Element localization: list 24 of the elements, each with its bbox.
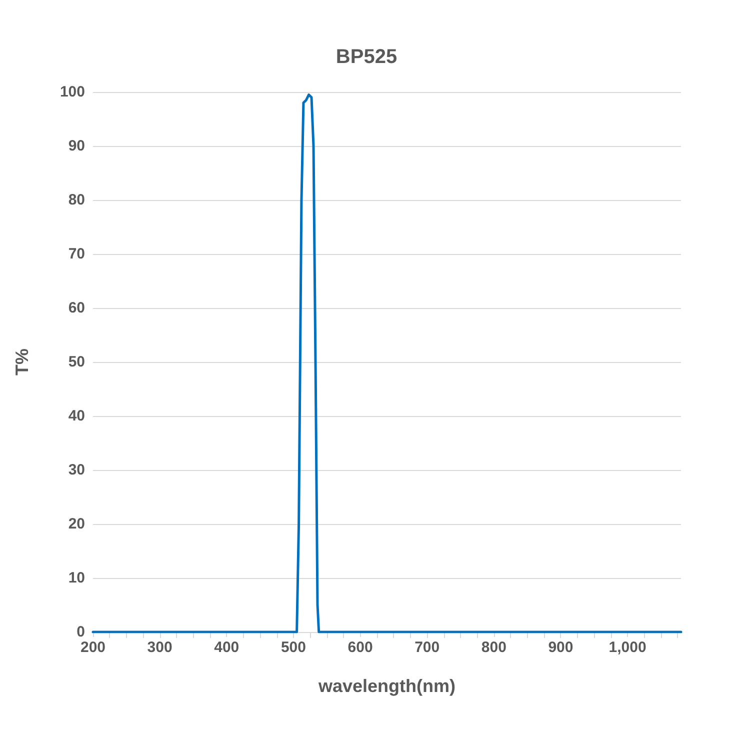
x-tick-label: 500 bbox=[280, 639, 306, 656]
x-tick-label: 400 bbox=[214, 639, 240, 656]
y-tick-label: 40 bbox=[68, 408, 85, 424]
x-tick-label: 600 bbox=[348, 639, 373, 656]
y-tick-label: 60 bbox=[68, 300, 85, 316]
x-tick-label: 300 bbox=[147, 639, 172, 656]
x-tick-label: 700 bbox=[414, 639, 440, 656]
x-tick-label: 800 bbox=[481, 639, 506, 656]
x-tick-label: 1,000 bbox=[608, 639, 646, 656]
line-series bbox=[92, 93, 682, 634]
x-axis-title: wavelength(nm) bbox=[317, 676, 456, 696]
chart-title: BP525 bbox=[336, 46, 398, 68]
x-tick-label: 900 bbox=[548, 639, 574, 656]
y-tick-label: 70 bbox=[68, 246, 85, 262]
y-tick-label: 80 bbox=[68, 192, 85, 208]
y-tick-label: 10 bbox=[68, 570, 85, 586]
y-tick-label: 30 bbox=[68, 462, 85, 478]
y-tick-label: 50 bbox=[68, 354, 85, 370]
y-axis-title: T% bbox=[12, 348, 32, 376]
x-tick-label: 200 bbox=[80, 639, 106, 656]
y-tick-label: 20 bbox=[68, 516, 85, 532]
y-tick-label: 100 bbox=[60, 84, 85, 100]
y-tick-label: 90 bbox=[68, 138, 85, 154]
y-tick-label: 0 bbox=[76, 624, 85, 640]
